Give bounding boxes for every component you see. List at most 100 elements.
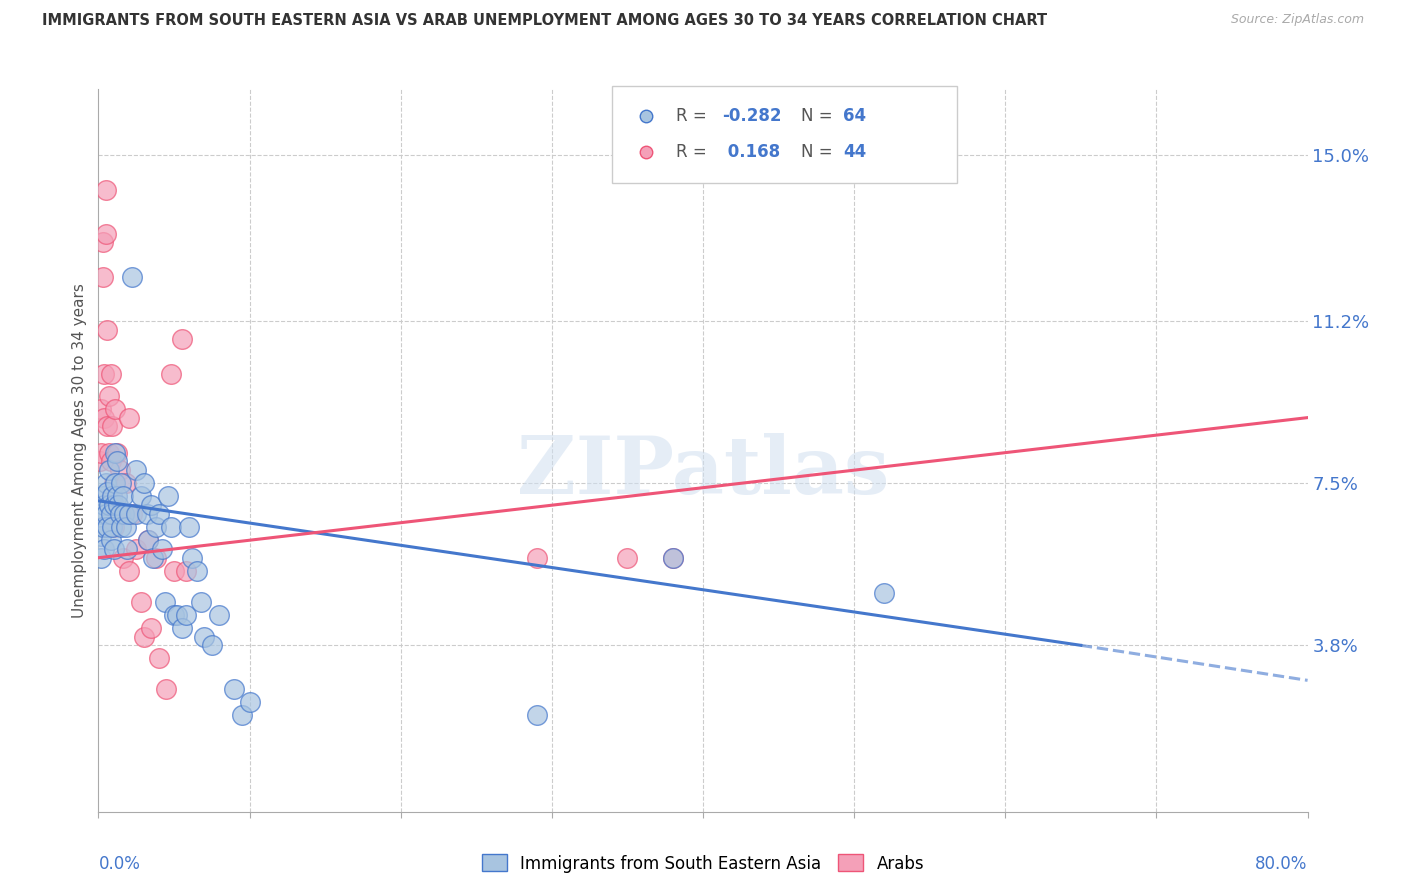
Point <box>174 564 197 578</box>
Point <box>148 507 170 521</box>
Point <box>145 550 167 565</box>
Point <box>93 541 115 556</box>
Point <box>132 476 155 491</box>
Point <box>98 463 121 477</box>
Point <box>141 621 163 635</box>
Point <box>179 520 201 534</box>
Text: N =: N = <box>801 107 838 125</box>
Point <box>121 270 143 285</box>
Point <box>103 541 125 556</box>
Point <box>129 594 152 608</box>
Point <box>90 401 112 416</box>
Point <box>104 445 127 459</box>
Point <box>96 520 118 534</box>
Point <box>91 520 114 534</box>
Point <box>100 454 122 468</box>
Point <box>108 463 131 477</box>
Legend: Immigrants from South Eastern Asia, Arabs: Immigrants from South Eastern Asia, Arab… <box>475 847 931 880</box>
Point <box>100 533 122 548</box>
Point <box>181 550 204 565</box>
Point <box>166 607 188 622</box>
Point <box>101 419 124 434</box>
Text: IMMIGRANTS FROM SOUTH EASTERN ASIA VS ARAB UNEMPLOYMENT AMONG AGES 30 TO 34 YEAR: IMMIGRANTS FROM SOUTH EASTERN ASIA VS AR… <box>42 13 1047 29</box>
Point <box>153 594 176 608</box>
Point <box>145 520 167 534</box>
Point <box>114 520 136 534</box>
Point <box>526 708 548 723</box>
Point <box>125 507 148 521</box>
Point <box>118 410 141 425</box>
Point <box>91 235 114 250</box>
Text: R =: R = <box>676 143 713 161</box>
Point <box>98 389 121 403</box>
Point <box>150 541 173 556</box>
Point <box>100 507 122 521</box>
Text: 0.0%: 0.0% <box>98 855 141 873</box>
Text: ZIPatlas: ZIPatlas <box>517 434 889 511</box>
Point <box>93 410 115 425</box>
Point <box>661 550 683 565</box>
Point <box>155 682 177 697</box>
Point <box>96 323 118 337</box>
Point <box>103 520 125 534</box>
Point <box>105 454 128 468</box>
Point <box>90 445 112 459</box>
Point <box>661 550 683 565</box>
Point <box>136 533 159 548</box>
Point <box>96 485 118 500</box>
Point <box>873 586 896 600</box>
Point <box>160 520 183 534</box>
Text: Source: ZipAtlas.com: Source: ZipAtlas.com <box>1230 13 1364 27</box>
Point <box>89 507 111 521</box>
Point <box>94 476 117 491</box>
Point <box>129 490 152 504</box>
Point <box>163 607 186 622</box>
Point <box>616 550 638 565</box>
Point <box>115 541 138 556</box>
Point <box>118 507 141 521</box>
Point <box>170 621 193 635</box>
Text: 0.168: 0.168 <box>723 143 780 161</box>
Text: R =: R = <box>676 107 713 125</box>
Point <box>125 463 148 477</box>
Point <box>112 507 135 521</box>
Point <box>105 507 128 521</box>
Point <box>190 594 212 608</box>
Point <box>110 520 132 534</box>
Point <box>90 550 112 565</box>
Point <box>105 445 128 459</box>
Point <box>201 638 224 652</box>
Point <box>160 367 183 381</box>
Point <box>186 564 208 578</box>
Point <box>107 498 129 512</box>
Point <box>118 564 141 578</box>
Point <box>105 490 128 504</box>
Point <box>94 227 117 241</box>
Point <box>98 498 121 512</box>
Point <box>125 541 148 556</box>
Point <box>114 476 136 491</box>
Point <box>170 332 193 346</box>
Point <box>110 476 132 491</box>
Point <box>111 550 134 565</box>
Point <box>163 564 186 578</box>
Point <box>193 630 215 644</box>
Point <box>208 607 231 622</box>
Point <box>231 708 253 723</box>
Point <box>101 520 124 534</box>
Point <box>239 695 262 709</box>
Point <box>174 607 197 622</box>
Point <box>132 630 155 644</box>
Point <box>103 498 125 512</box>
Point <box>142 550 165 565</box>
Point <box>93 498 115 512</box>
Point <box>136 533 159 548</box>
Text: N =: N = <box>801 143 838 161</box>
Text: 80.0%: 80.0% <box>1256 855 1308 873</box>
FancyBboxPatch shape <box>613 86 957 183</box>
Text: 44: 44 <box>844 143 866 161</box>
Text: 64: 64 <box>844 107 866 125</box>
Point <box>156 490 179 504</box>
Point <box>135 507 157 521</box>
Y-axis label: Unemployment Among Ages 30 to 34 years: Unemployment Among Ages 30 to 34 years <box>72 283 87 618</box>
